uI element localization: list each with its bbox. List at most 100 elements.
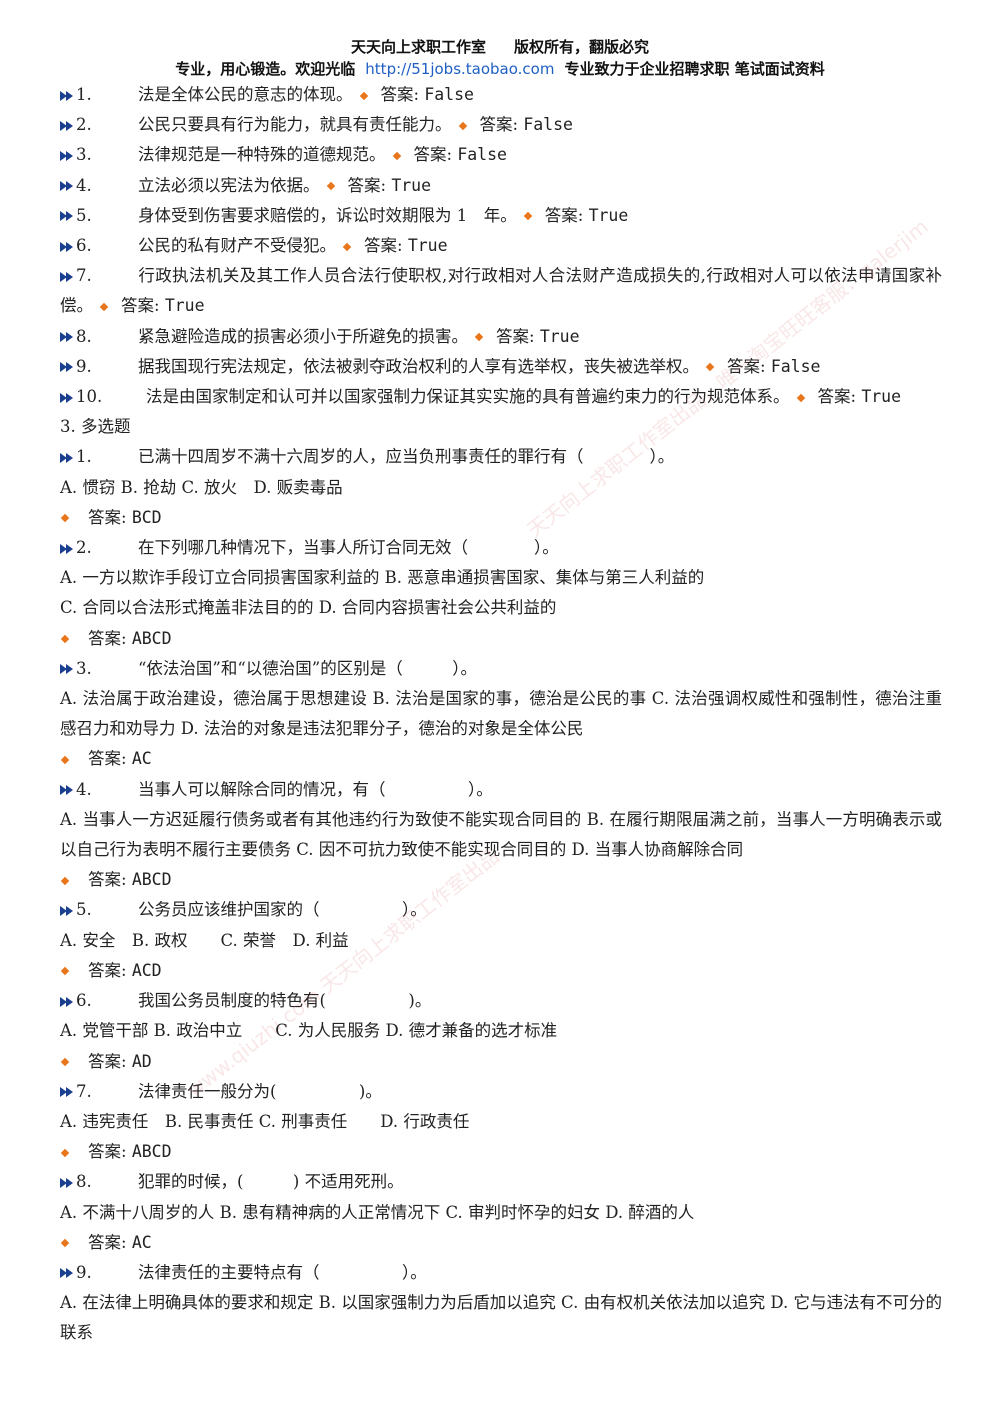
answer-value: ACD <box>131 960 162 980</box>
answer-label: 答案: <box>544 205 584 225</box>
question-text: 立法必须以宪法为依据。 <box>138 175 320 195</box>
multiple-choice-question: 2. 在下列哪几种情况下，当事人所订合同无效（ ）。 <box>60 533 942 563</box>
question-number: 7. <box>76 266 92 286</box>
diamond-bullet-icon <box>796 393 805 402</box>
bullet-arrow-icon <box>60 905 67 916</box>
bullet-arrow-icon <box>66 1268 73 1279</box>
diamond-bullet-icon <box>60 755 70 765</box>
question-number: 1. <box>76 447 92 467</box>
bullet-arrow-icon <box>66 150 73 161</box>
true-false-item: 3. 法律规范是一种特殊的道德规范。 答案: False <box>60 140 942 170</box>
true-false-item: 8. 紧急避险造成的损害必须小于所避免的损害。 答案: True <box>60 322 942 352</box>
answer-line: 答案: BCD <box>60 503 942 533</box>
bullet-arrow-icon <box>60 1087 67 1098</box>
answer-line: 答案: ABCD <box>60 624 942 654</box>
bullet-arrow-icon <box>66 785 73 796</box>
question-text: 当事人可以解除合同的情况，有（ ）。 <box>138 779 493 799</box>
bullet-arrow-icon <box>60 1177 67 1188</box>
answer-label: 答案: <box>88 628 127 648</box>
bullet-arrow-icon <box>60 120 67 131</box>
copyright-notice: 版权所有，翻版必究 <box>514 38 650 56</box>
question-number: 2. <box>76 538 92 558</box>
bullet-arrow-icon <box>66 181 73 192</box>
question-text: 公务员应该维护国家的（ ）。 <box>138 900 427 920</box>
studio-name: 天天向上求职工作室 <box>350 38 486 56</box>
answer-label: 答案: <box>88 749 127 769</box>
answer-label: 答案: <box>479 115 519 135</box>
document-body: 1. 法是全体公民的意志的体现。 答案: False 2. 公民只要具有行为能力，就具有… <box>60 80 942 1349</box>
answer-line: 答案: ABCD <box>60 1137 942 1167</box>
answer-label: 答案: <box>347 175 387 195</box>
answer-value: False <box>770 356 821 376</box>
question-options: A. 一方以欺诈手段订立合同损害国家利益的 B. 恶意串通损害国家、集体与第三人… <box>60 568 705 588</box>
answer-value: AC <box>131 749 152 769</box>
multiple-choice-question: 4. 当事人可以解除合同的情况，有（ ）。 <box>60 775 942 805</box>
multiple-choice-question: 3. “依法治国”和“以德治国”的区别是（ ）。 <box>60 654 942 684</box>
bullet-arrow-icon <box>66 905 73 916</box>
diamond-bullet-icon <box>474 332 484 342</box>
bullet-arrow-icon <box>66 332 73 343</box>
question-options: A. 党管干部 B. 政治中立 C. 为人民服务 D. 德才兼备的选才标准 <box>60 1021 558 1041</box>
question-options: C. 合同以合法形式掩盖非法目的的 D. 合同内容损害社会公共利益的 <box>60 598 557 618</box>
answer-value: ABCD <box>131 870 172 890</box>
question-number: 2. <box>76 115 92 135</box>
true-false-item: 1. 法是全体公民的意志的体现。 答案: False <box>60 80 942 110</box>
answer-line: 答案: AC <box>60 744 942 774</box>
question-text: 法律责任一般分为( )。 <box>138 1081 382 1101</box>
section-title: 3. 多选题 <box>60 417 131 437</box>
answer-label: 答案: <box>727 356 766 376</box>
multiple-choice-question: 8. 犯罪的时候，( ) 不适用死刑。 <box>60 1167 942 1197</box>
bullet-arrow-icon <box>60 543 67 554</box>
diamond-bullet-icon <box>326 181 335 191</box>
question-number: 4. <box>76 779 92 799</box>
bullet-arrow-icon <box>66 362 73 373</box>
question-number: 3. <box>76 658 92 678</box>
answer-label: 答案: <box>88 960 127 980</box>
bullet-arrow-icon <box>66 1087 73 1098</box>
diamond-bullet-icon <box>60 1148 70 1157</box>
question-options: A. 当事人一方迟延履行债务或者有其他违约行为致使不能实现合同目的 B. 在履行… <box>60 809 942 860</box>
question-text: 紧急避险造成的损害必须小于所避免的损害。 <box>138 326 468 346</box>
question-number: 5. <box>76 900 92 920</box>
diamond-bullet-icon <box>342 242 352 251</box>
bullet-arrow-icon <box>60 1268 67 1279</box>
header-line-1: 天天向上求职工作室 版权所有，翻版必究 <box>0 36 1000 57</box>
bullet-arrow-icon <box>66 664 73 675</box>
bullet-arrow-icon <box>60 664 67 675</box>
diamond-bullet-icon <box>359 91 368 100</box>
bullet-arrow-icon <box>60 452 67 463</box>
true-false-item: 10. 法是由国家制定和认可并以国家强制力保证其实实施的具有普遍约束力的行为规范体… <box>60 382 942 412</box>
bullet-arrow-icon <box>66 271 73 282</box>
tagline: 专业致力于企业招聘求职 笔试面试资料 <box>564 60 825 78</box>
answer-value: True <box>391 175 432 195</box>
question-text: 犯罪的时候，( ) 不适用死刑。 <box>138 1172 404 1192</box>
answer-value: True <box>164 296 205 316</box>
question-number: 1. <box>76 85 92 104</box>
answer-line: 答案: AD <box>60 1047 942 1077</box>
diamond-bullet-icon <box>60 514 70 523</box>
answer-value: ABCD <box>131 628 172 648</box>
answer-label: 答案: <box>364 236 403 256</box>
bullet-arrow-icon <box>66 1177 73 1188</box>
bullet-arrow-icon <box>66 543 73 554</box>
bullet-arrow-icon <box>60 90 67 101</box>
question-text: 法律责任的主要特点有（ ）。 <box>138 1262 427 1282</box>
diamond-bullet-icon <box>60 1238 70 1248</box>
bullet-arrow-icon <box>60 996 67 1007</box>
answer-label: 答案: <box>88 1051 127 1071</box>
question-number: 9. <box>76 356 92 376</box>
answer-label: 答案: <box>380 85 420 104</box>
multiple-choice-question: 5. 公务员应该维护国家的（ ）。 <box>60 895 942 925</box>
multiple-choice-list: 1. 已满十四周岁不满十六周岁的人，应当负刑事责任的罪行有（ ）。 A. 惯窃 B.… <box>60 442 942 1348</box>
shop-link[interactable]: http://51jobs.taobao.com <box>365 60 555 78</box>
answer-label: 答案: <box>817 387 857 407</box>
question-text: “依法治国”和“以德治国”的区别是（ ）。 <box>138 658 477 678</box>
true-false-item: 7. 行政执法机关及其工作人员合法行使职权,对行政相对人合法财产造成损失的,行政相… <box>60 261 942 321</box>
true-false-item: 9. 据我国现行宪法规定，依法被剥夺政治权利的人享有选举权，丧失被选举权。 答案: … <box>60 352 942 382</box>
question-options: A. 安全 B. 政权 C. 荣誉 D. 利益 <box>60 930 349 950</box>
bullet-arrow-icon <box>60 211 67 222</box>
true-false-list: 1. 法是全体公民的意志的体现。 答案: False 2. 公民只要具有行为能力，就具有… <box>60 80 942 412</box>
bullet-arrow-icon <box>60 785 67 796</box>
question-text: 据我国现行宪法规定，依法被剥夺政治权利的人享有选举权，丧失被选举权。 <box>138 356 699 376</box>
question-text: 法是由国家制定和认可并以国家强制力保证其实实施的具有普遍约束力的行为规范体系。 <box>146 387 790 407</box>
